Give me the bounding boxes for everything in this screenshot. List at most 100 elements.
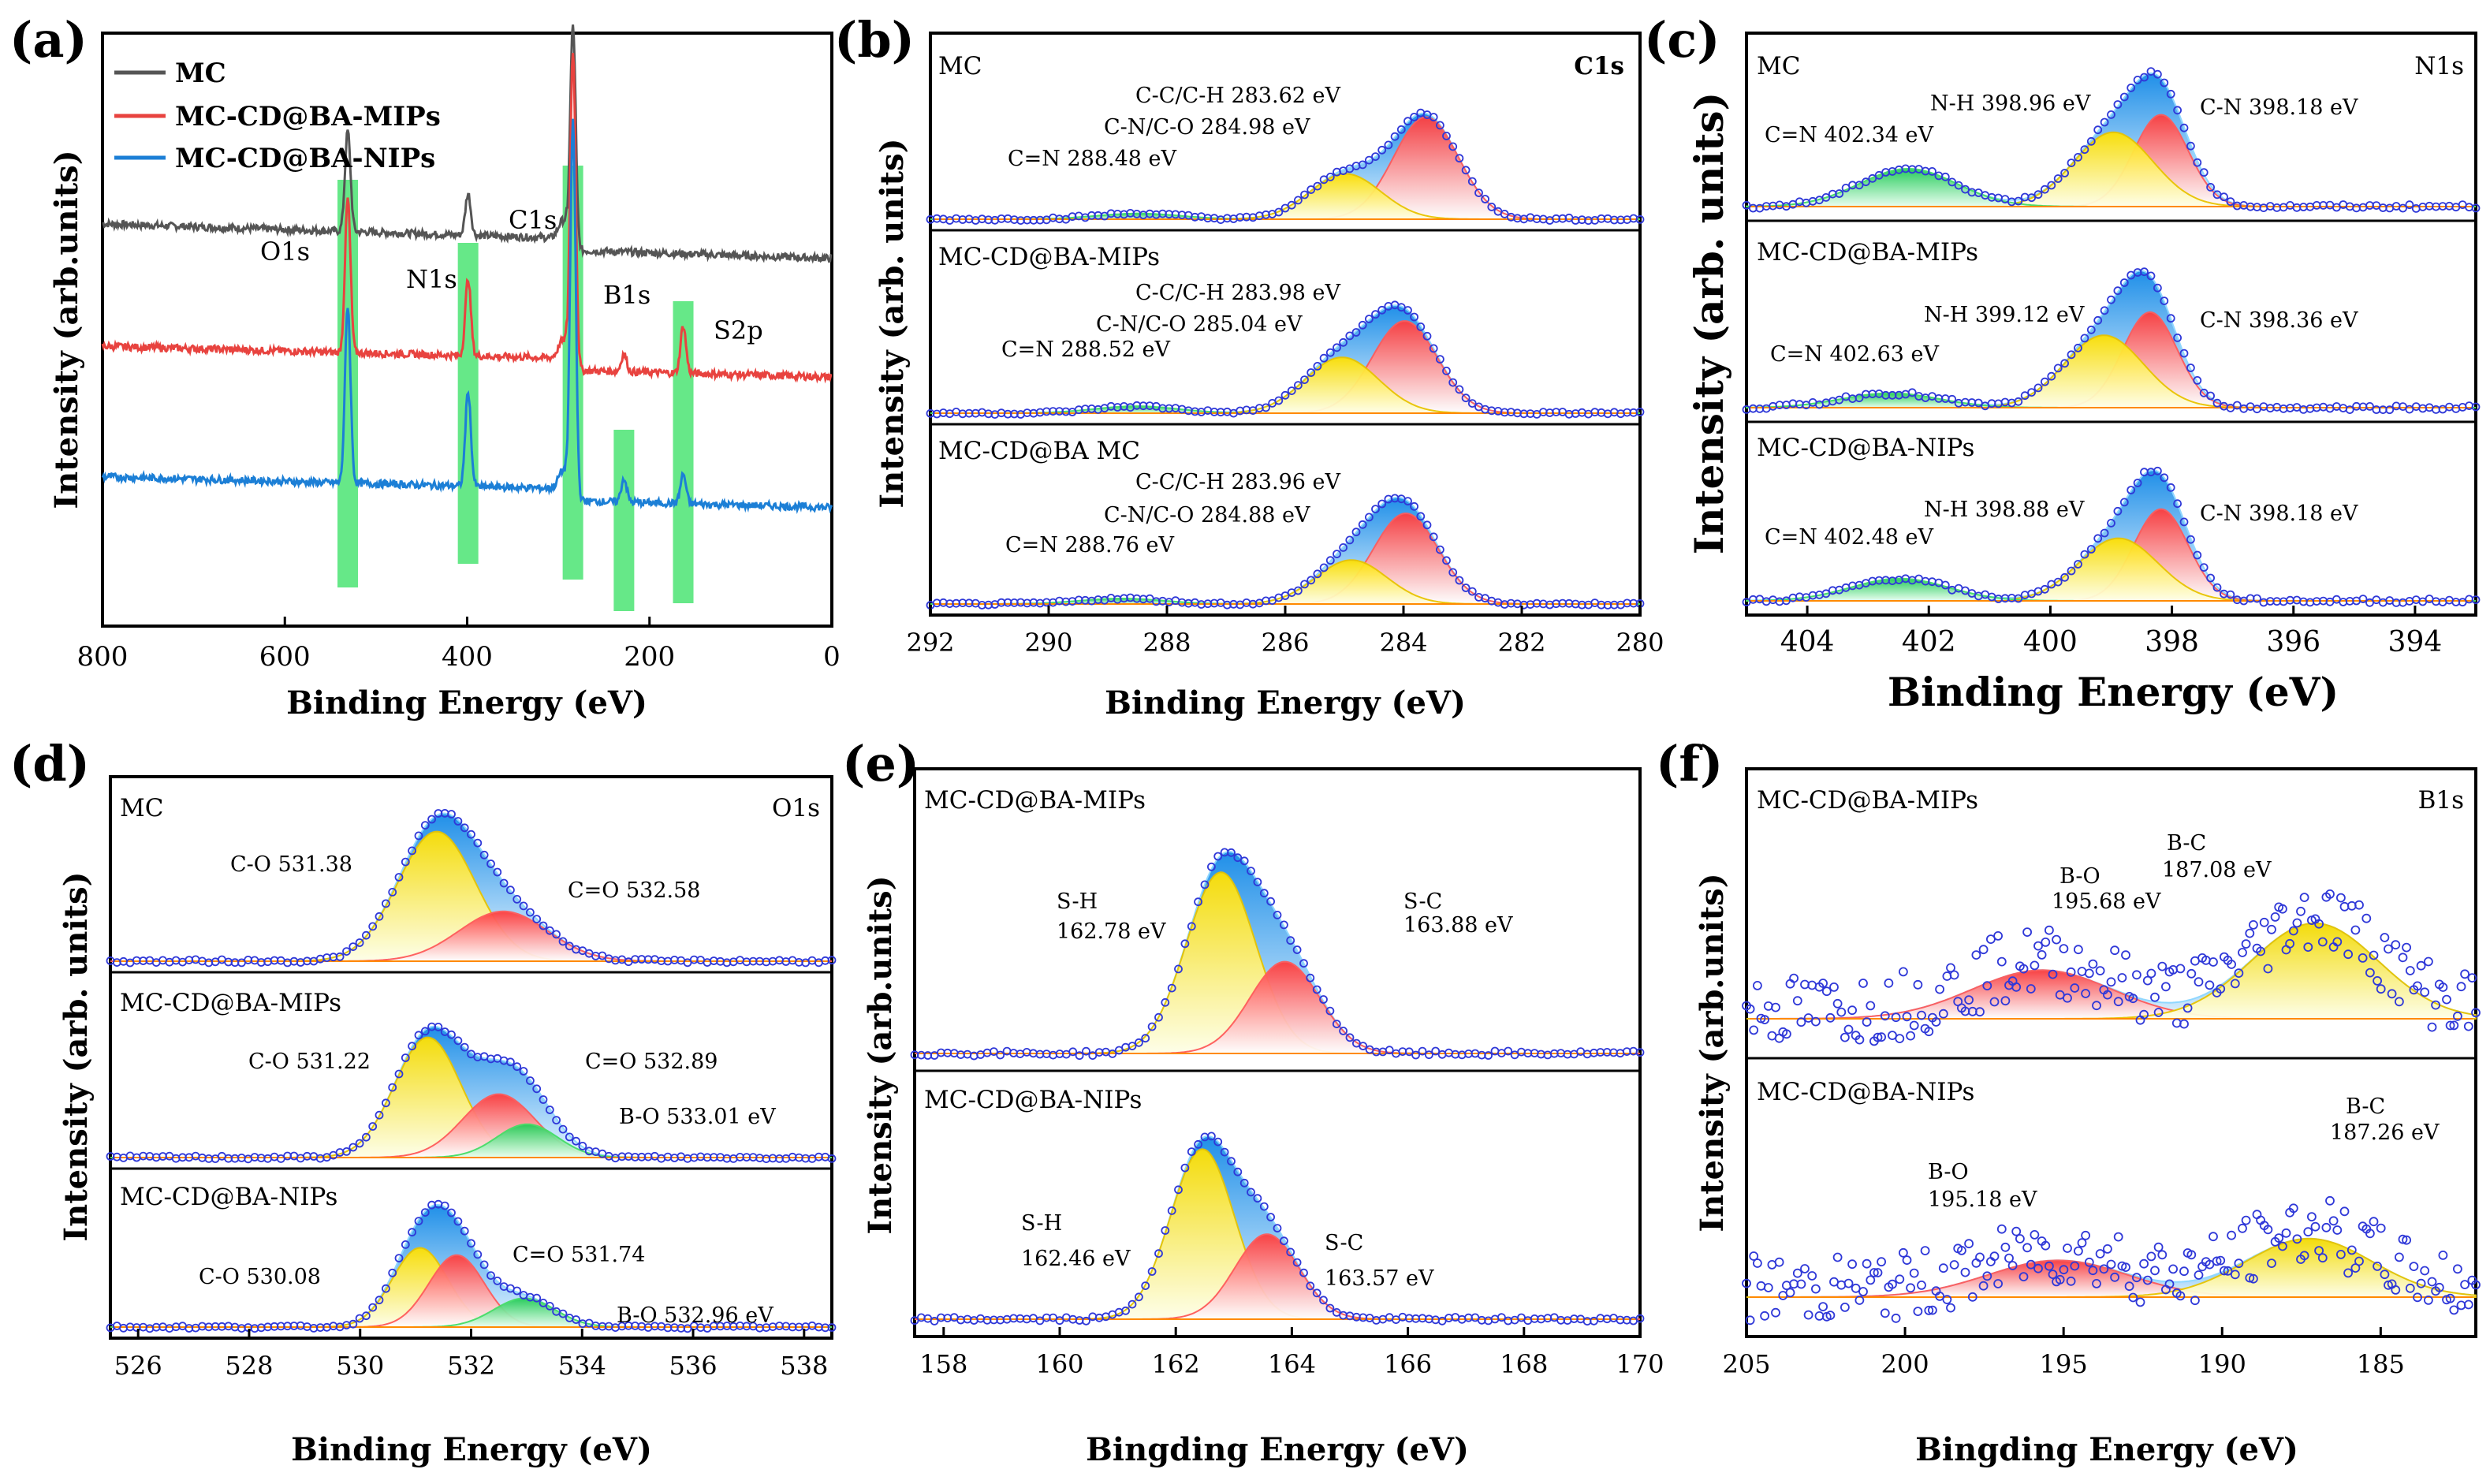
raw-data-point [2086, 325, 2096, 334]
raw-data-point [1763, 1001, 1773, 1011]
panel-a-legend: MC MC-CD@BA-MIPs MC-CD@BA-NIPs [114, 58, 441, 174]
raw-data-point [1266, 897, 1275, 906]
raw-data-point [1174, 964, 1183, 974]
raw-data-point [2328, 1216, 2339, 1226]
raw-data-point [2234, 1258, 2244, 1269]
raw-data-point [2452, 1264, 2462, 1274]
raw-data-point [119, 1323, 129, 1333]
raw-data-point [1319, 995, 1328, 1004]
x-tick-label: 282 [1497, 628, 1545, 658]
raw-data-point [2423, 1296, 2433, 1305]
raw-data-point [2306, 1212, 2317, 1221]
raw-data-point [1960, 1267, 1970, 1277]
x-tick-label: 404 [1780, 626, 1835, 658]
raw-data-point [1167, 1206, 1176, 1215]
legend-label-mip: MC-CD@BA-MIPs [175, 101, 441, 132]
subplot-b-3 [926, 494, 1645, 610]
raw-data-point [1821, 589, 1831, 598]
raw-data-point [1474, 188, 1483, 198]
raw-data-point [2099, 1264, 2109, 1274]
component-peak-yellow [930, 356, 1640, 414]
raw-data-point [2131, 1273, 2141, 1283]
subplot-d-3 [106, 1199, 837, 1333]
raw-data-point [1467, 399, 1477, 408]
raw-data-point [2166, 314, 2175, 323]
panel-e-y-label: Intensity (arb.units) [862, 875, 899, 1234]
ann-c3-c=n: C=N 402.48 eV [1765, 525, 1934, 550]
raw-data-point [2241, 1215, 2251, 1225]
panel-c-x-ticks: 404 402 400 398 396 394 [1780, 606, 2442, 658]
raw-data-point [1442, 366, 1451, 375]
raw-data-point [2376, 1223, 2386, 1233]
raw-data-point [2124, 1281, 2134, 1292]
raw-data-point [2413, 981, 2422, 991]
raw-data-point [440, 1201, 449, 1210]
raw-data-point [2027, 193, 2037, 203]
panel-b: (b) MC MC-CD@BA-MIPs MC-CD@BA MC C1s C-C… [834, 11, 1664, 721]
raw-data-point [1259, 1202, 1269, 1211]
raw-data-point [2119, 278, 2129, 287]
ann-c2-cn: C-N 398.36 eV [2200, 308, 2358, 333]
raw-data-point [1461, 393, 1471, 403]
ann-c1-nh: N-H 398.96 eV [1930, 91, 2091, 116]
raw-data-point [1924, 1306, 1934, 1315]
raw-data-point [1907, 388, 1917, 397]
raw-data-point [2317, 1253, 2328, 1263]
raw-data-point [2074, 560, 2082, 569]
raw-data-point [2004, 1253, 2014, 1263]
panel-b-sub-3-name: MC-CD@BA MC [938, 437, 1140, 465]
raw-data-point [1985, 934, 1996, 944]
band-label: N1s [406, 264, 457, 294]
raw-data-point [2350, 925, 2361, 935]
raw-data-point [375, 912, 384, 921]
raw-data-point [2102, 1244, 2112, 1254]
raw-data-point [1187, 1147, 1196, 1156]
raw-data-point [434, 1023, 443, 1031]
raw-data-point [1313, 569, 1322, 579]
raw-data-point [1339, 543, 1348, 552]
raw-data-point [2166, 483, 2175, 492]
raw-data-point [2427, 1022, 2437, 1032]
raw-data-point [2128, 1292, 2138, 1303]
raw-data-point [545, 1302, 554, 1311]
ann-c1-cn: C-N 398.18 eV [2200, 95, 2358, 120]
raw-data-point [2067, 350, 2076, 360]
raw-data-point [2310, 1221, 2320, 1232]
raw-data-point [2460, 969, 2470, 979]
raw-data-point [2014, 397, 2023, 406]
raw-data-point [565, 1132, 574, 1142]
ann-d3-c=o: C=O 531.74 [513, 1243, 645, 1267]
raw-data-point [1128, 1299, 1137, 1309]
raw-data-point [1807, 1271, 1817, 1281]
raw-data-point [2445, 1293, 2455, 1303]
raw-data-point [1325, 556, 1335, 565]
raw-data-point [2067, 158, 2076, 168]
raw-data-point [1345, 535, 1355, 545]
raw-data-point [1377, 145, 1387, 155]
raw-data-point [2212, 1256, 2222, 1266]
highlight-band [613, 430, 635, 611]
raw-data-point [1068, 1047, 1078, 1057]
raw-data-point [1789, 973, 1799, 983]
raw-data-point [526, 1076, 535, 1085]
raw-data-point [2179, 1266, 2189, 1277]
raw-data-point [1940, 172, 1950, 181]
raw-data-point [2081, 989, 2091, 998]
raw-data-point [349, 942, 358, 951]
raw-data-point [1938, 1263, 1948, 1273]
raw-data-point [349, 1319, 358, 1329]
raw-data-point [2100, 117, 2109, 127]
raw-data-point [1345, 331, 1355, 341]
raw-data-point [2080, 145, 2089, 155]
raw-data-point [1404, 1047, 1414, 1057]
raw-data-point [375, 1296, 384, 1305]
raw-data-point [2179, 123, 2189, 132]
raw-data-point [2296, 906, 2305, 916]
raw-data-point [1233, 1167, 1243, 1176]
raw-data-point [1403, 497, 1412, 505]
raw-data-point [2026, 1259, 2036, 1270]
panel-e-subplots [910, 848, 1645, 1326]
raw-data-point [388, 888, 397, 897]
raw-data-point [2343, 949, 2354, 960]
